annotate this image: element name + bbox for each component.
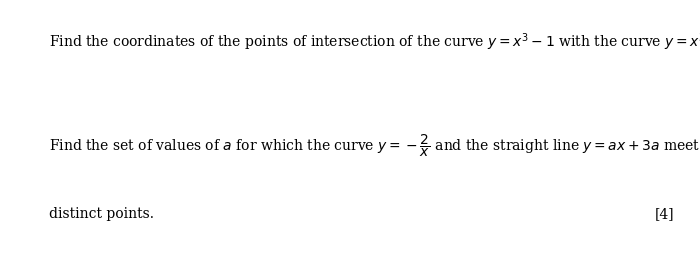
Text: Find the coordinates of the points of intersection of the curve $y = x^3 - 1$ wi: Find the coordinates of the points of in… xyxy=(49,31,700,53)
Text: Find the set of values of $a$ for which the curve $y = -\dfrac{2}{x}$ and the st: Find the set of values of $a$ for which … xyxy=(49,133,700,159)
Text: distinct points.: distinct points. xyxy=(49,207,154,221)
Text: [4]: [4] xyxy=(654,207,674,221)
